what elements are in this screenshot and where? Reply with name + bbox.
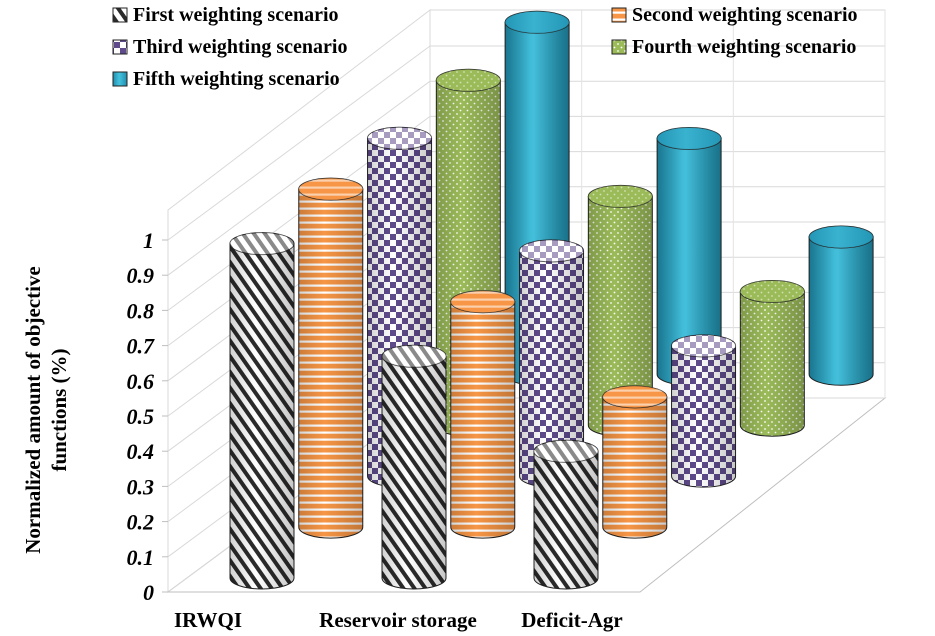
y-tick-label: 1 [143,228,154,253]
y-tick-label: 0.9 [127,263,155,288]
y-tick-label: 0.3 [127,474,155,499]
y-axis-label-line1: Normalized amount of objective [21,266,45,554]
gridline [167,45,431,241]
x-category-label: Deficit-Agr [521,608,622,632]
legend-label: Third weighting scenario [133,36,347,58]
legend-swatch [112,7,128,23]
legend-item[interactable]: Third weighting scenario [112,36,347,58]
y-tick-label: 0.8 [127,298,155,323]
y-tick-label: 0.1 [127,545,155,570]
legend: First weighting scenario Second weighting… [112,4,858,90]
y-tick-label: 0.4 [127,439,155,464]
bar-1-1 [229,232,295,590]
bar-4-2 [587,184,653,437]
legend-label: Fourth weighting scenario [632,36,856,58]
bars-layer [229,10,874,590]
legend-label: Fifth weighting scenario [133,68,340,90]
bar-2-1 [298,177,364,539]
legend-item[interactable]: Fifth weighting scenario [112,68,340,90]
bar-2-2 [450,290,516,539]
gridline [167,80,431,276]
y-axis-ticks: 0 0.1 0.2 0.3 0.4 0.5 0.6 0.7 0.8 0.9 1 [127,228,168,605]
x-category-label: IRWQI [174,608,242,632]
x-category-label: Reservoir storage [319,608,477,632]
legend-item[interactable]: Second weighting scenario [611,4,858,26]
legend-item[interactable]: Fourth weighting scenario [611,36,856,58]
legend-label: Second weighting scenario [632,4,858,26]
x-axis-categories: IRWQI Reservoir storage Deficit-Agr [174,608,623,632]
y-tick-label: 0 [143,580,154,605]
legend-swatch [112,39,128,55]
bar-2-3 [602,385,668,539]
y-tick-label: 0.2 [127,510,155,535]
bar-3-2 [519,239,585,488]
legend-label: First weighting scenario [133,4,339,26]
bar-4-3 [739,279,805,437]
legend-item[interactable]: First weighting scenario [112,4,339,26]
bar-5-2 [656,126,722,386]
legend-swatch [611,7,627,23]
bar-5-3 [808,225,874,386]
y-tick-label: 0.5 [127,404,155,429]
y-tick-label: 0.6 [127,369,155,394]
bar-1-3 [533,439,599,590]
bar-1-2 [381,344,447,590]
y-tick-label: 0.7 [127,334,156,359]
legend-swatch [611,39,627,55]
bar-3-3 [671,334,737,488]
y-axis-label-line2: functions (%) [47,348,71,471]
legend-swatch [112,71,128,87]
